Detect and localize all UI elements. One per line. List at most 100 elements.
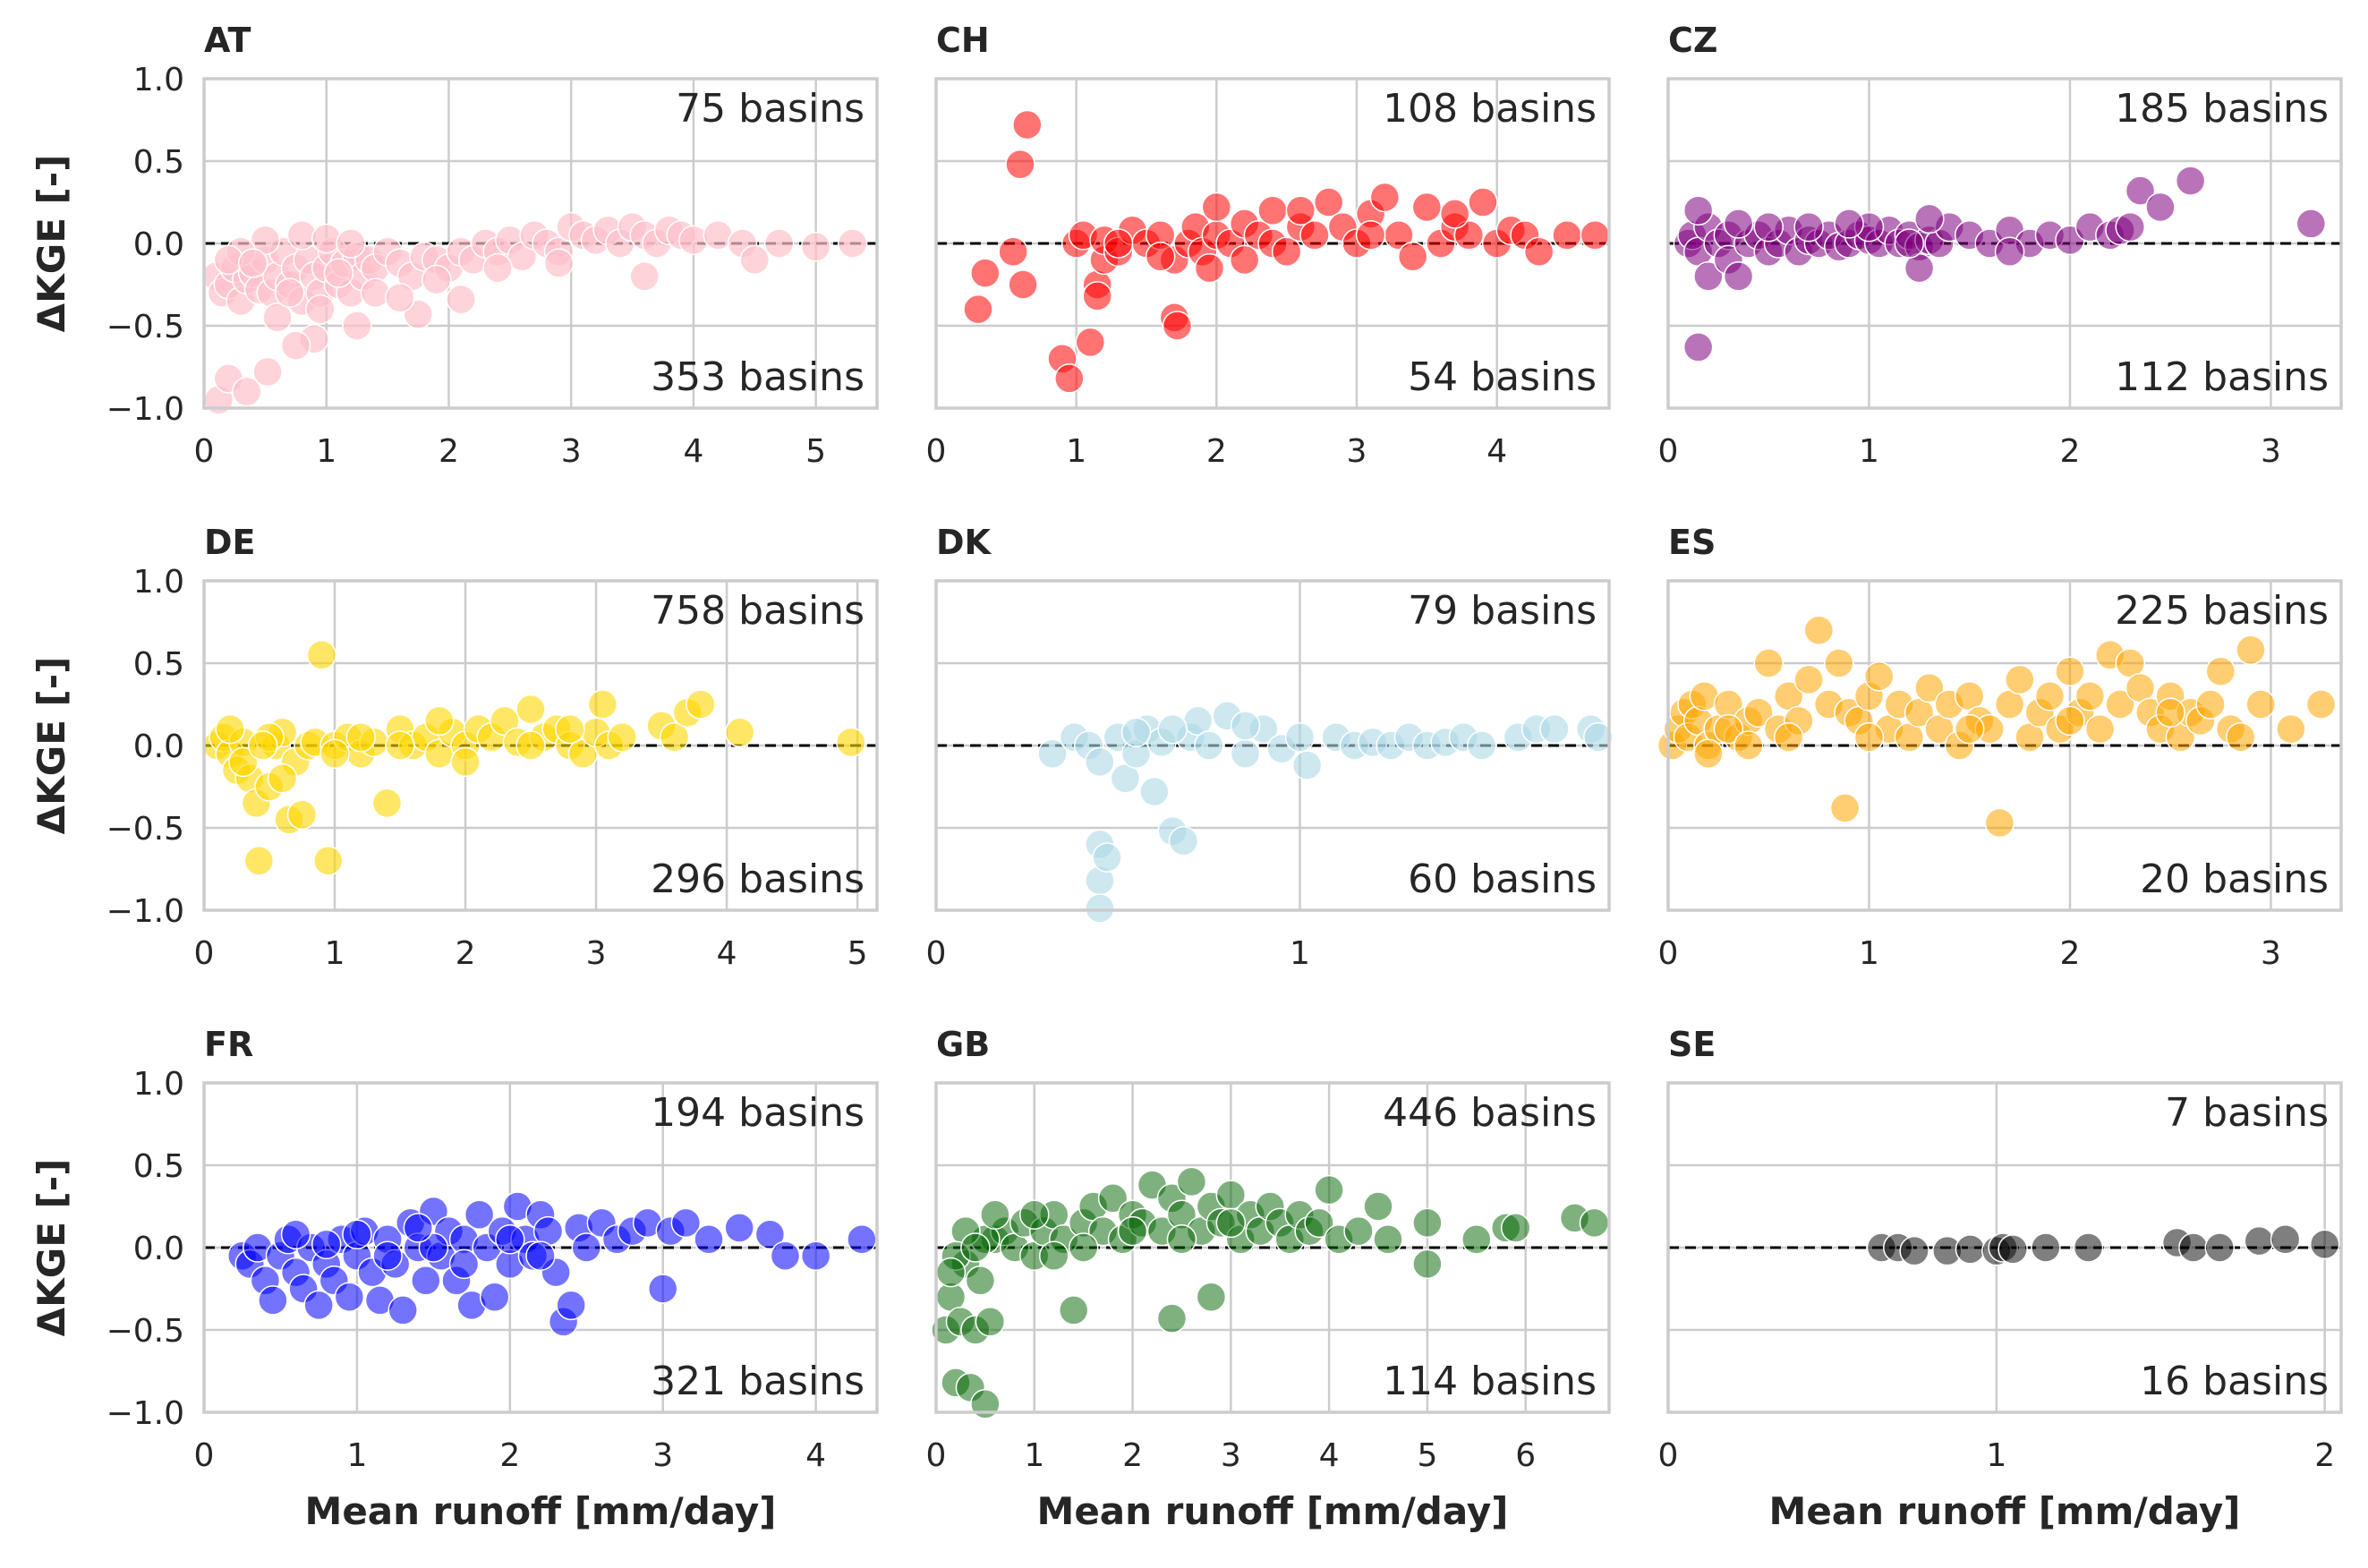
data-point <box>607 722 638 753</box>
x-tick-label: 2 <box>1122 1437 1143 1474</box>
data-point <box>1271 236 1302 267</box>
data-point <box>446 284 476 315</box>
data-point <box>1397 241 1428 272</box>
data-point <box>2073 1232 2104 1263</box>
data-point <box>336 228 366 259</box>
data-point <box>2205 656 2236 686</box>
data-point <box>1539 713 1570 745</box>
data-point <box>1110 763 1141 794</box>
data-point <box>587 689 618 720</box>
data-point <box>724 717 755 748</box>
plot-frame <box>934 1081 1611 1414</box>
data-point <box>450 746 481 778</box>
data-point <box>2145 192 2176 223</box>
data-point <box>543 248 575 278</box>
panel-title: DE <box>204 523 256 562</box>
data-point <box>2195 689 2226 720</box>
panel-title: CH <box>936 21 990 60</box>
data-point <box>678 225 709 256</box>
data-point <box>1894 228 1925 259</box>
panel-title: FR <box>204 1025 253 1064</box>
basin-count-above: 108 basins <box>1383 86 1597 132</box>
data-point <box>1412 1207 1443 1239</box>
basin-count-below: 296 basins <box>651 856 865 902</box>
data-point <box>1997 1234 2028 1265</box>
x-tick-label: 3 <box>586 935 607 972</box>
data-point <box>2031 1232 2061 1263</box>
data-point <box>1466 730 1497 761</box>
data-point <box>1411 192 1443 223</box>
data-point <box>371 788 403 819</box>
data-point <box>1120 717 1152 748</box>
x-tick-label: 4 <box>717 935 737 972</box>
x-tick-label: 4 <box>1486 433 1507 470</box>
data-point <box>418 1232 449 1263</box>
data-point <box>1580 220 1611 251</box>
plot-frame <box>202 579 879 912</box>
panel-title: ES <box>1668 523 1716 562</box>
data-point <box>479 1282 510 1312</box>
data-point <box>2276 713 2306 745</box>
data-point <box>1085 893 1115 924</box>
x-tick-label: 3 <box>2261 433 2281 470</box>
basin-count-above: 79 basins <box>1408 588 1597 634</box>
x-tick-label: 0 <box>926 433 947 470</box>
data-point <box>1829 793 1861 823</box>
basin-count-above: 758 basins <box>651 588 865 634</box>
data-point <box>274 277 305 308</box>
x-tick-label: 1 <box>1290 935 1310 972</box>
data-point <box>754 1219 786 1250</box>
data-point <box>555 713 585 745</box>
data-point <box>1583 722 1614 753</box>
y-tick-label: 1.0 <box>133 1066 184 1103</box>
x-tick-label: 1 <box>1859 433 1879 470</box>
y-tick-label: 0.5 <box>133 144 184 181</box>
data-point <box>1194 730 1224 761</box>
data-point <box>385 282 415 313</box>
data-point <box>1955 1234 1986 1265</box>
data-point <box>215 713 245 745</box>
y-tick-label: −0.5 <box>106 309 184 345</box>
data-point <box>305 294 336 325</box>
y-tick-label: 0.0 <box>133 729 184 765</box>
data-point <box>1713 713 1744 745</box>
data-point <box>1201 192 1232 223</box>
data-point <box>448 1248 480 1280</box>
data-point <box>1723 209 1754 239</box>
x-tick-label: 5 <box>848 935 868 972</box>
basin-count-below: 112 basins <box>2115 354 2329 400</box>
y-tick-label: 0.0 <box>133 1231 184 1267</box>
data-point <box>306 640 337 670</box>
plot-frame <box>1666 77 2343 410</box>
data-point <box>1019 1199 1050 1230</box>
data-point <box>247 730 278 761</box>
x-tick-label: 0 <box>194 935 215 972</box>
x-tick-label: 4 <box>805 1437 826 1474</box>
data-point <box>1005 149 1035 180</box>
data-point <box>1899 1235 1929 1266</box>
data-point <box>694 1224 724 1255</box>
data-point <box>280 1219 311 1250</box>
data-point <box>1743 697 1774 728</box>
data-point <box>1753 648 1784 678</box>
data-point <box>1196 1282 1227 1312</box>
x-tick-label: 1 <box>316 433 336 470</box>
data-point <box>1773 722 1804 753</box>
data-point <box>1369 182 1401 213</box>
data-point <box>262 303 293 333</box>
data-point <box>836 727 866 758</box>
data-point <box>980 1199 1010 1230</box>
data-point <box>800 1240 831 1271</box>
data-point <box>770 1240 801 1271</box>
data-point <box>1230 738 1261 769</box>
x-tick-label: 1 <box>346 1437 367 1474</box>
y-tick-label: 0.5 <box>133 646 184 683</box>
x-tick-label: 0 <box>194 433 215 470</box>
data-point <box>1145 241 1176 272</box>
data-point <box>1343 1215 1374 1247</box>
basin-count-above: 75 basins <box>676 86 865 132</box>
data-point <box>571 1232 602 1263</box>
y-tick-label: 0.5 <box>133 1148 184 1185</box>
data-point <box>280 330 311 361</box>
